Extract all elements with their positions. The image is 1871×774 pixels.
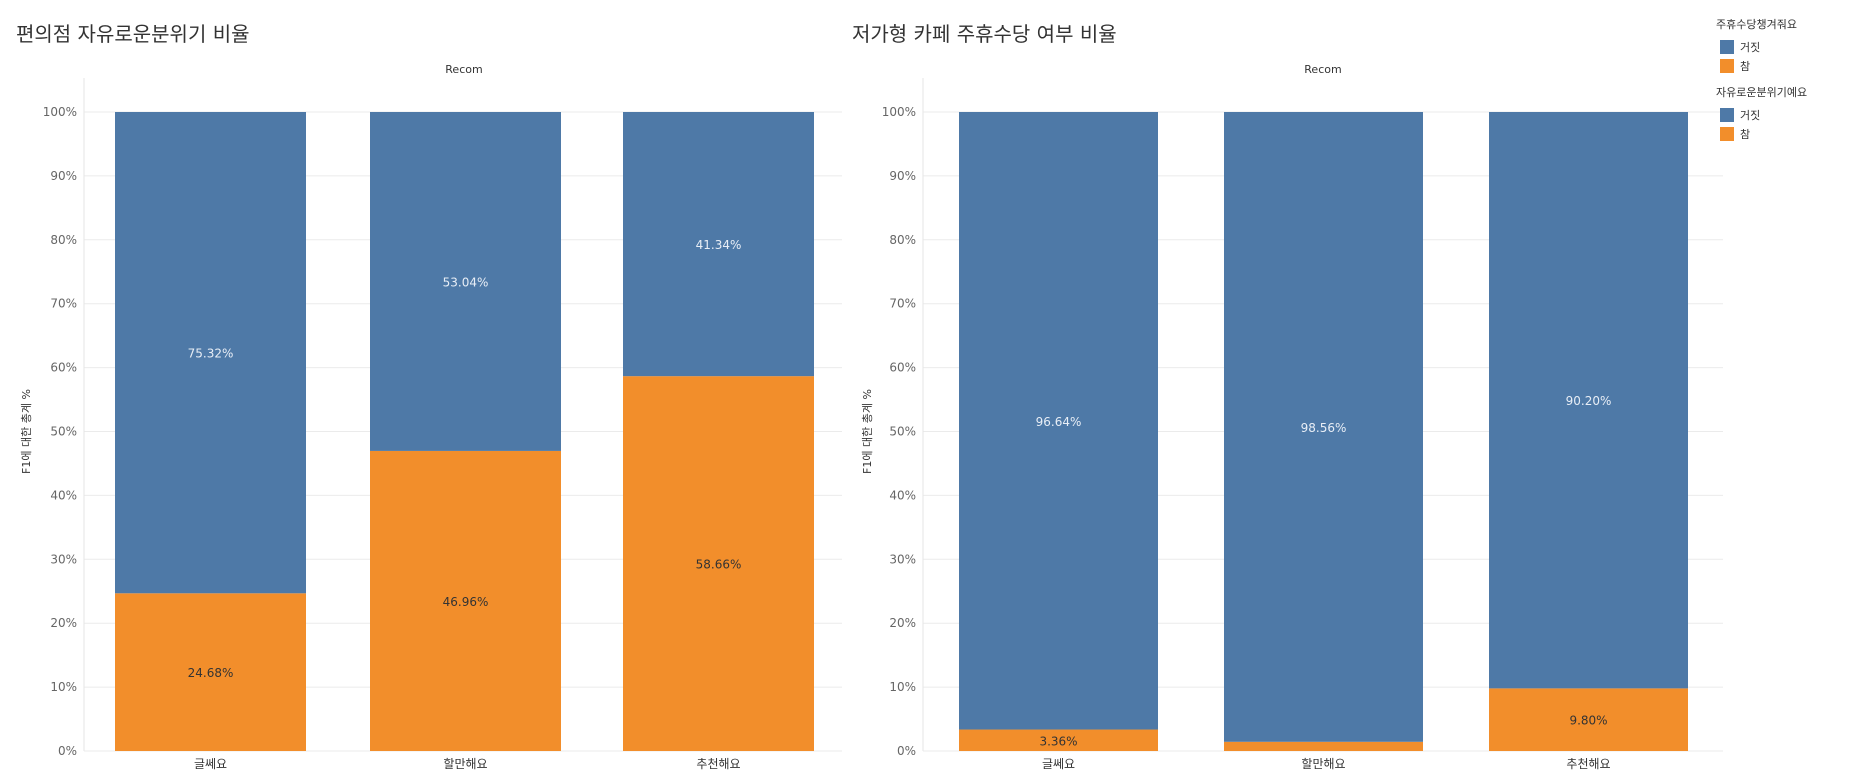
data-label: 9.80% <box>1569 714 1607 728</box>
bar-segment-true <box>1489 688 1688 751</box>
data-label: 46.96% <box>443 595 489 609</box>
y-tick-label: 0% <box>58 744 77 758</box>
y-tick-label: 70% <box>50 297 77 311</box>
x-tick-label: 할만해요 <box>443 757 487 771</box>
x-tick-label: 추천해요 <box>696 756 740 771</box>
bar-segment-true <box>1224 741 1423 751</box>
y-tick-label: 10% <box>889 680 916 694</box>
legend-swatch-blue <box>1720 107 1734 122</box>
y-axis-title: F1에 대한 총계 % <box>861 389 874 474</box>
bar-segment-true <box>370 450 561 751</box>
y-tick-label: 30% <box>889 552 916 566</box>
data-label: 53.04% <box>443 275 489 289</box>
legend-item-false[interactable]: 거짓 <box>1716 37 1797 56</box>
legend-item-label: 거짓 <box>1740 108 1761 122</box>
data-label: 96.64% <box>1036 415 1082 429</box>
y-tick-label: 100% <box>882 105 916 119</box>
legend-title: 주휴수당챙겨줘요 <box>1716 18 1797 31</box>
legend-item-true[interactable]: 참 <box>1716 56 1797 75</box>
bar-segment-true <box>115 593 306 751</box>
chart-title-right: 저가형 카페 주휴수당 여부 비율 <box>852 22 1117 46</box>
bar-segment-false <box>623 112 814 377</box>
chart-title-left: 편의점 자유로운분위기 비율 <box>16 22 250 46</box>
y-axis-title: F1에 대한 총계 % <box>20 389 33 474</box>
data-label: 41.34% <box>696 238 742 252</box>
x-tick-label: 할만해요 <box>1301 757 1345 771</box>
y-tick-label: 40% <box>889 488 916 502</box>
y-tick-label: 0% <box>897 744 916 758</box>
y-tick-label: 70% <box>889 297 916 311</box>
bar-segment-false <box>1224 112 1423 742</box>
legend-item-label: 참 <box>1740 59 1751 73</box>
y-tick-label: 50% <box>889 425 916 439</box>
legend-jayuroun: 자유로운분위기예요 거짓 참 <box>1716 84 1807 143</box>
bar-segment-true <box>623 376 814 751</box>
bar-segment-false <box>1489 112 1688 689</box>
legend-item-label: 거짓 <box>1740 40 1761 54</box>
x-tick-label: 글쎄요 <box>1042 757 1075 771</box>
x-tick-label: 글쎄요 <box>194 757 227 771</box>
legend-swatch-orange <box>1720 58 1734 73</box>
y-tick-label: 60% <box>889 361 916 375</box>
bar-segment-false <box>370 112 561 451</box>
y-tick-label: 20% <box>50 616 77 630</box>
y-tick-label: 90% <box>50 169 77 183</box>
data-label: 75.32% <box>188 347 234 361</box>
bar-segment-true <box>959 729 1158 751</box>
column-header: Recom <box>445 63 482 76</box>
legend-swatch-blue <box>1720 39 1734 54</box>
bar-segment-false <box>959 112 1158 730</box>
y-tick-label: 20% <box>889 616 916 630</box>
legend-title: 자유로운분위기예요 <box>1716 86 1808 99</box>
legend-item-label: 참 <box>1740 127 1751 141</box>
y-tick-label: 90% <box>889 169 916 183</box>
y-tick-label: 30% <box>50 552 77 566</box>
x-tick-label: 추천해요 <box>1566 756 1610 771</box>
legend-item-true[interactable]: 참 <box>1716 124 1807 143</box>
bar-segment-false <box>115 112 306 594</box>
y-tick-label: 80% <box>889 233 916 247</box>
y-tick-label: 50% <box>50 425 77 439</box>
data-label: 90.20% <box>1566 394 1612 408</box>
y-tick-label: 40% <box>50 488 77 502</box>
data-label: 98.56% <box>1301 421 1347 435</box>
y-tick-label: 10% <box>50 680 77 694</box>
data-label: 24.68% <box>188 666 234 680</box>
column-header: Recom <box>1304 63 1341 76</box>
legend-item-false[interactable]: 거짓 <box>1716 105 1807 124</box>
data-label: 58.66% <box>696 558 742 572</box>
y-tick-label: 80% <box>50 233 77 247</box>
legend-jujuhusudang: 주휴수당챙겨줘요 거짓 참 <box>1716 16 1797 75</box>
legend-swatch-orange <box>1720 126 1734 141</box>
y-tick-label: 60% <box>50 361 77 375</box>
y-tick-label: 100% <box>43 105 77 119</box>
data-label: 3.36% <box>1039 734 1077 748</box>
